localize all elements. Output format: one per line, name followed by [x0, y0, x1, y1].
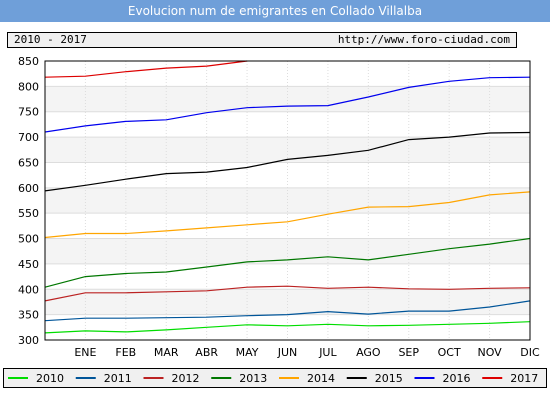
x-axis: ENE FEB MAR ABR MAY JUN JUL AGO SEP OCT NOV DIC [74, 61, 540, 359]
x-tick-label: NOV [477, 346, 502, 359]
y-tick-label: 500 [18, 233, 39, 246]
legend: 2010 2011 2012 2013 2014 2015 2016 2017 [3, 368, 547, 388]
grid-band [45, 137, 530, 163]
x-tick-label: AGO [356, 346, 381, 359]
legend-label-2012: 2012 [172, 372, 200, 385]
series-lines [44, 60, 531, 334]
y-tick-label: 650 [18, 156, 39, 169]
legend-label-2016: 2016 [443, 372, 471, 385]
x-tick-label: ENE [74, 346, 96, 359]
x-tick-label: DIC [520, 346, 540, 359]
x-tick-label: MAR [154, 346, 179, 359]
x-tick-label: ABR [195, 346, 218, 359]
y-tick-label: 400 [18, 283, 39, 296]
legend-label-2014: 2014 [307, 372, 335, 385]
chart-title: Evolucion num de emigrantes en Collado V… [0, 0, 550, 22]
x-tick-label: JUN [277, 346, 298, 359]
y-tick-label: 300 [18, 334, 39, 347]
y-tick-label: 450 [18, 258, 39, 271]
series-line-2016 [44, 76, 531, 133]
line-chart: 300 350 400 450 500 550 600 650 700 750 800 850 ENE… [18, 55, 540, 359]
series-line-2015 [44, 131, 531, 192]
series-line-2010 [44, 321, 531, 334]
source-url: http://www.foro-ciudad.com [337, 33, 510, 46]
y-tick-label: 700 [18, 131, 39, 144]
plot-frame [44, 60, 531, 341]
y-tick-label: 600 [18, 182, 39, 195]
series-line-2017 [44, 60, 248, 78]
y-tick-label: 550 [18, 207, 39, 220]
y-tick-label: 350 [18, 309, 39, 322]
x-tick-label: OCT [438, 346, 461, 359]
series-line-2014 [44, 191, 531, 239]
legend-label-2015: 2015 [375, 372, 403, 385]
series-line-2013 [44, 237, 531, 288]
x-tick-label: FEB [115, 346, 136, 359]
x-tick-label: MAY [236, 346, 259, 359]
y-tick-label: 750 [18, 106, 39, 119]
y-tick-label: 850 [18, 55, 39, 68]
legend-label-2013: 2013 [239, 372, 267, 385]
x-tick-label: SEP [398, 346, 419, 359]
series-line-2011 [44, 300, 531, 322]
legend-label-2017: 2017 [510, 372, 538, 385]
y-tick-label: 800 [18, 80, 39, 93]
x-tick-label: JUL [318, 346, 337, 359]
series-line-2012 [44, 285, 531, 302]
legend-label-2011: 2011 [104, 372, 132, 385]
period-label: 2010 - 2017 [14, 33, 87, 46]
grid-band [45, 86, 530, 112]
legend-label-2010: 2010 [36, 372, 64, 385]
info-box: 2010 - 2017 http://www.foro-ciudad.com [7, 32, 517, 48]
